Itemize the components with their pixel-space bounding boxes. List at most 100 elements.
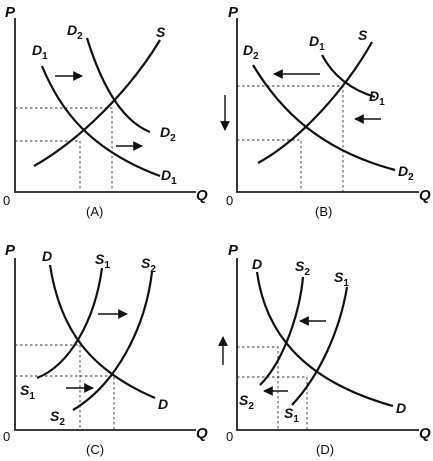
curve-letter: D	[396, 400, 406, 416]
curve-letter: D	[309, 33, 319, 49]
demand-curve-d1	[321, 54, 376, 99]
curve-label: S1	[334, 269, 349, 289]
old-equilibrium-guide	[15, 140, 81, 192]
new-equilibrium-guide	[15, 375, 115, 430]
price-axis-label: P	[5, 4, 16, 21]
old-equilibrium-guide	[237, 376, 308, 430]
panel-b: P 0 Q D2 D1 S D1 D2 (B)	[220, 4, 431, 219]
curve-label: S1	[20, 382, 35, 402]
supply-curve-s	[257, 41, 373, 164]
curve-subscript: 1	[42, 51, 48, 62]
curve-label: D2	[67, 22, 83, 42]
curve-label: S1	[284, 405, 299, 425]
curve-letter: S	[334, 269, 344, 285]
supply-curve-s2	[72, 271, 154, 411]
curve-subscript: 2	[150, 264, 156, 275]
curve-label: D2	[243, 42, 259, 62]
curve-label: S2	[141, 255, 156, 275]
curve-subscript: 2	[170, 133, 176, 144]
curve-label: D1	[309, 33, 325, 53]
quantity-axis-label: Q	[419, 425, 431, 442]
curve-letter: D	[161, 167, 171, 183]
supply-curve-s1	[291, 286, 349, 406]
panel-c: P 0 Q D S1 S2 S1 S2 D (C)	[3, 242, 208, 457]
curve-label: D2	[398, 163, 414, 183]
origin-label: 0	[226, 193, 233, 208]
curve-letter: D	[158, 396, 168, 412]
demand-curve-d2	[252, 64, 396, 172]
curve-letter: S	[20, 382, 30, 398]
curve-subscript: 2	[77, 31, 83, 42]
curve-label: S1	[95, 251, 110, 271]
curve-label: D1	[161, 167, 177, 187]
panel-a: P 0 Q D1 D2 S D2 D1 (A)	[3, 4, 208, 219]
curve-letter: D	[67, 22, 77, 38]
curve-label: D	[158, 396, 168, 412]
curve-letter: D	[160, 124, 170, 140]
origin-label: 0	[226, 429, 233, 444]
curve-subscript: 2	[59, 417, 65, 428]
supply-curve-s2	[259, 276, 305, 386]
quantity-axis-label: Q	[196, 425, 208, 442]
origin-label: 0	[3, 193, 10, 208]
axes	[236, 18, 419, 193]
quantity-axis-label: Q	[196, 187, 208, 204]
curve-letter: D	[32, 42, 42, 58]
curve-subscript: 1	[29, 391, 35, 402]
curve-label: S	[358, 27, 368, 43]
curve-subscript: 1	[379, 97, 385, 108]
curve-letter: S	[156, 24, 166, 40]
panel-d: P 0 Q D S2 S1 S2 S1 D (D)	[218, 242, 431, 457]
curve-letter: S	[295, 258, 305, 274]
curve-subscript: 2	[253, 51, 259, 62]
curve-letter: S	[95, 251, 105, 267]
panel-label: (D)	[316, 442, 334, 457]
curve-subscript: 2	[248, 401, 254, 412]
panel-label: (A)	[86, 204, 103, 219]
demand-curve-d1	[40, 65, 161, 178]
curve-label: S2	[295, 258, 310, 278]
curve-letter: D	[243, 42, 253, 58]
curve-subscript: 1	[171, 176, 177, 187]
new-equilibrium-guide	[15, 107, 113, 192]
origin-label: 0	[3, 429, 10, 444]
curve-label: D	[396, 400, 406, 416]
new-equilibrium-guide	[237, 346, 279, 430]
curve-subscript: 1	[319, 42, 325, 53]
curve-label: S2	[239, 392, 254, 412]
supply-curve-s	[33, 39, 161, 167]
old-equilibrium-guide	[15, 344, 81, 430]
curve-label: S2	[50, 408, 65, 428]
price-axis-label: P	[5, 242, 16, 259]
axes	[14, 258, 196, 431]
curve-letter: D	[42, 248, 52, 264]
curve-letter: S	[239, 392, 249, 408]
axes	[14, 18, 196, 193]
old-equilibrium-guide	[237, 85, 344, 192]
price-axis-label: P	[228, 242, 239, 259]
curve-letter: S	[284, 405, 294, 421]
curve-letter: S	[50, 408, 60, 424]
demand-curve-d	[255, 271, 394, 408]
axes	[236, 258, 419, 431]
curve-letter: S	[141, 255, 151, 271]
curve-letter: S	[358, 27, 368, 43]
curve-letter: D	[252, 256, 262, 272]
curve-subscript: 2	[304, 267, 310, 278]
curve-label: D	[42, 248, 52, 264]
demand-curve-d	[48, 264, 156, 400]
curve-letter: D	[398, 163, 408, 179]
curve-subscript: 1	[293, 414, 299, 425]
curve-label: D2	[160, 124, 176, 144]
new-equilibrium-guide	[237, 139, 302, 192]
curve-label: S	[156, 24, 166, 40]
curve-label: D1	[369, 88, 385, 108]
quantity-axis-label: Q	[419, 187, 431, 204]
panel-label: (B)	[315, 204, 332, 219]
curve-subscript: 2	[408, 172, 414, 183]
demand-curve-d2	[85, 37, 151, 134]
curve-label: D	[252, 256, 262, 272]
price-axis-label: P	[228, 4, 239, 21]
curve-subscript: 1	[104, 260, 110, 271]
